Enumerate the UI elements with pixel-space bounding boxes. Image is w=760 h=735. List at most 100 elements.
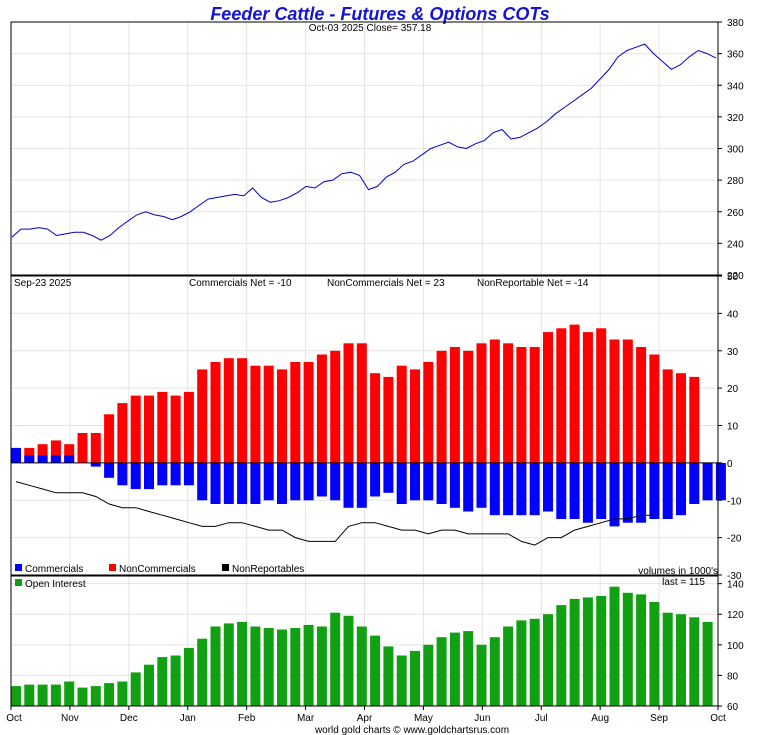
noncommercials-bar <box>503 343 514 463</box>
commercials-bar <box>263 462 274 501</box>
open-interest-bar <box>250 626 261 706</box>
noncommercials-bar <box>356 343 367 463</box>
open-interest-bar <box>37 684 48 706</box>
noncommercials-bar <box>250 365 261 463</box>
open-interest-bar <box>144 664 154 706</box>
open-interest-bar <box>197 638 208 706</box>
noncommercials-bar <box>449 347 460 463</box>
price-ytick-label: 340 <box>727 81 744 92</box>
noncommercials-bar <box>277 369 287 463</box>
open-interest-bar <box>662 612 673 706</box>
price-ytick-label: 280 <box>727 176 744 187</box>
noncommercials-bar <box>609 339 620 463</box>
commercials-bar <box>50 455 61 463</box>
noncommercials-bar <box>223 358 234 463</box>
open-interest-bar <box>676 614 686 706</box>
noncommercials-bar <box>183 391 194 463</box>
xtick-label-jul: Jul <box>535 713 548 724</box>
noncommercials-bar <box>676 373 686 463</box>
open-interest-bar <box>543 614 553 706</box>
open-interest-bar <box>503 626 514 706</box>
commercials-bar <box>582 462 593 523</box>
cot-ytick-label: 10 <box>727 422 739 433</box>
volume-units-note: volumes in 1000's <box>638 566 718 577</box>
xtick-label-mar: Mar <box>297 713 315 724</box>
open-interest-bar <box>463 631 474 706</box>
chart-footer: world gold charts © www.goldchartsrus.co… <box>314 725 509 735</box>
noncommercials-bar <box>343 343 354 463</box>
noncommercials-bar <box>77 433 88 463</box>
noncommercials-bar <box>237 358 248 463</box>
legend-open-interest: Open Interest <box>25 579 86 590</box>
oi-ytick-label: 80 <box>727 671 739 682</box>
price-panel-grid <box>11 22 718 275</box>
commercials-bar <box>223 462 234 504</box>
commercials-bar <box>356 462 367 508</box>
noncommercials-bar <box>423 362 434 463</box>
open-interest-bar <box>609 586 620 706</box>
noncommercials-bar <box>596 328 607 463</box>
xtick-label-may: May <box>414 713 433 724</box>
noncommercials-bar <box>436 350 447 463</box>
legend-swatch-noncommercials <box>109 564 116 571</box>
commercials-bar <box>303 462 314 501</box>
open-interest-bar <box>689 617 700 706</box>
open-interest-bar <box>157 657 168 706</box>
noncommercials-bar <box>117 403 128 463</box>
commercials-bar <box>183 462 194 486</box>
open-interest-bar <box>343 615 354 706</box>
nonreportables-net-label: NonReportable Net = -14 <box>477 278 589 289</box>
cot-ytick-label: 20 <box>727 384 739 395</box>
oi-last-label: last = 115 <box>662 577 705 588</box>
open-interest-bar <box>476 644 487 706</box>
price-ytick-label: 240 <box>727 239 744 250</box>
oi-ytick-label: 120 <box>727 610 744 621</box>
commercials-bar <box>197 462 208 501</box>
noncommercials-bar <box>463 350 474 463</box>
xtick-label-dec: Dec <box>120 713 138 724</box>
noncommercials-bar <box>197 369 208 463</box>
commercials-bar <box>636 462 647 523</box>
open-interest-bar <box>423 644 434 706</box>
open-interest-series <box>11 586 713 706</box>
cot-ytick-label: 50 <box>727 272 739 283</box>
xtick-label-oct: Oct <box>710 713 726 724</box>
open-interest-bar <box>277 629 287 706</box>
price-close-label: Oct-03 2025 Close= 357.18 <box>309 23 432 34</box>
open-interest-bar <box>50 684 61 706</box>
legend-swatch-nonreportables <box>222 564 229 571</box>
noncommercials-bar <box>662 369 673 463</box>
open-interest-bar <box>649 602 660 706</box>
commercials-bar <box>410 462 420 501</box>
commercials-bar <box>489 462 500 516</box>
price-ytick-label: 300 <box>727 145 744 156</box>
commercials-bar <box>383 462 394 493</box>
xtick-label-jun: Jun <box>474 713 490 724</box>
oi-ytick-label: 140 <box>727 580 744 591</box>
open-interest-bar <box>237 621 248 706</box>
commercials-bar <box>11 447 21 463</box>
noncommercials-bar <box>263 365 274 463</box>
open-interest-bar <box>210 626 221 706</box>
noncommercials-bar <box>170 395 181 463</box>
commercials-bar <box>463 462 474 512</box>
price-ytick-label: 260 <box>727 208 744 219</box>
oi-ytick-label: 100 <box>727 641 744 652</box>
noncommercials-bar <box>556 328 567 463</box>
commercials-bar <box>662 462 673 519</box>
open-interest-bar <box>529 618 540 706</box>
open-interest-bar <box>90 686 101 706</box>
commercials-bar <box>715 462 726 501</box>
open-interest-bar <box>383 646 394 706</box>
cot-ytick-label: -10 <box>727 496 742 507</box>
open-interest-bar <box>396 655 407 706</box>
open-interest-bar <box>11 686 21 706</box>
commercials-bar <box>609 462 620 527</box>
commercials-bar <box>689 462 700 504</box>
noncommercials-bar <box>410 369 420 463</box>
price-ytick-label: 360 <box>727 50 744 61</box>
open-interest-bar <box>303 624 314 706</box>
open-interest-bar <box>330 612 341 706</box>
noncommercials-bar <box>370 373 381 463</box>
cot-series <box>11 324 726 546</box>
